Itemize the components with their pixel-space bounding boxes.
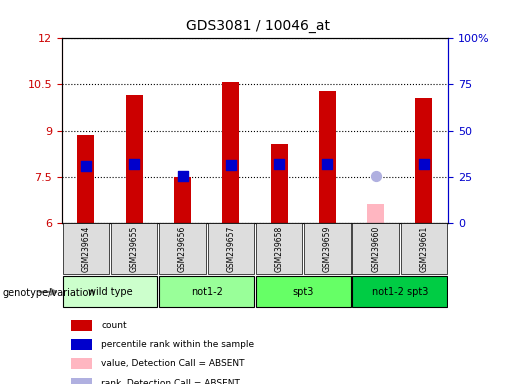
FancyBboxPatch shape (63, 223, 109, 274)
FancyBboxPatch shape (256, 223, 302, 274)
Text: GSM239660: GSM239660 (371, 225, 380, 272)
Bar (416, 98, 433, 223)
Bar (71, 339, 93, 350)
Text: wild type: wild type (88, 287, 132, 297)
Text: rank, Detection Call = ABSENT: rank, Detection Call = ABSENT (101, 379, 240, 384)
FancyBboxPatch shape (352, 223, 399, 274)
Bar (71, 358, 93, 369)
FancyBboxPatch shape (159, 223, 205, 274)
FancyBboxPatch shape (352, 276, 447, 307)
Text: GSM239654: GSM239654 (81, 225, 91, 272)
Point (130, 161, 139, 167)
Text: not1-2 spt3: not1-2 spt3 (372, 287, 428, 297)
Text: value, Detection Call = ABSENT: value, Detection Call = ABSENT (101, 359, 245, 369)
FancyBboxPatch shape (111, 223, 158, 274)
Bar (126, 95, 143, 223)
Point (420, 161, 428, 167)
Bar (71, 320, 93, 331)
FancyBboxPatch shape (159, 276, 254, 307)
Bar (77, 135, 94, 223)
Point (275, 161, 283, 167)
Point (323, 161, 332, 167)
Text: GSM239656: GSM239656 (178, 225, 187, 272)
FancyBboxPatch shape (208, 223, 254, 274)
Text: GSM239658: GSM239658 (274, 225, 284, 271)
Text: GDS3081 / 10046_at: GDS3081 / 10046_at (185, 19, 330, 33)
FancyBboxPatch shape (401, 223, 447, 274)
FancyBboxPatch shape (256, 276, 351, 307)
Point (178, 173, 186, 179)
Text: spt3: spt3 (293, 287, 314, 297)
Text: percentile rank within the sample: percentile rank within the sample (101, 340, 254, 349)
Bar (270, 144, 287, 223)
Text: GSM239661: GSM239661 (419, 225, 428, 271)
Bar (367, 204, 384, 223)
FancyBboxPatch shape (304, 223, 351, 274)
Bar (222, 82, 239, 223)
Bar (174, 177, 191, 223)
Bar (319, 91, 336, 223)
Text: genotype/variation: genotype/variation (3, 288, 95, 298)
Text: GSM239659: GSM239659 (323, 225, 332, 272)
Point (82, 163, 90, 169)
Text: count: count (101, 321, 127, 330)
Text: GSM239657: GSM239657 (226, 225, 235, 272)
Point (227, 162, 235, 168)
FancyBboxPatch shape (63, 276, 158, 307)
Text: GSM239655: GSM239655 (130, 225, 139, 272)
Point (371, 173, 380, 179)
Bar (71, 378, 93, 384)
Text: not1-2: not1-2 (191, 287, 222, 297)
